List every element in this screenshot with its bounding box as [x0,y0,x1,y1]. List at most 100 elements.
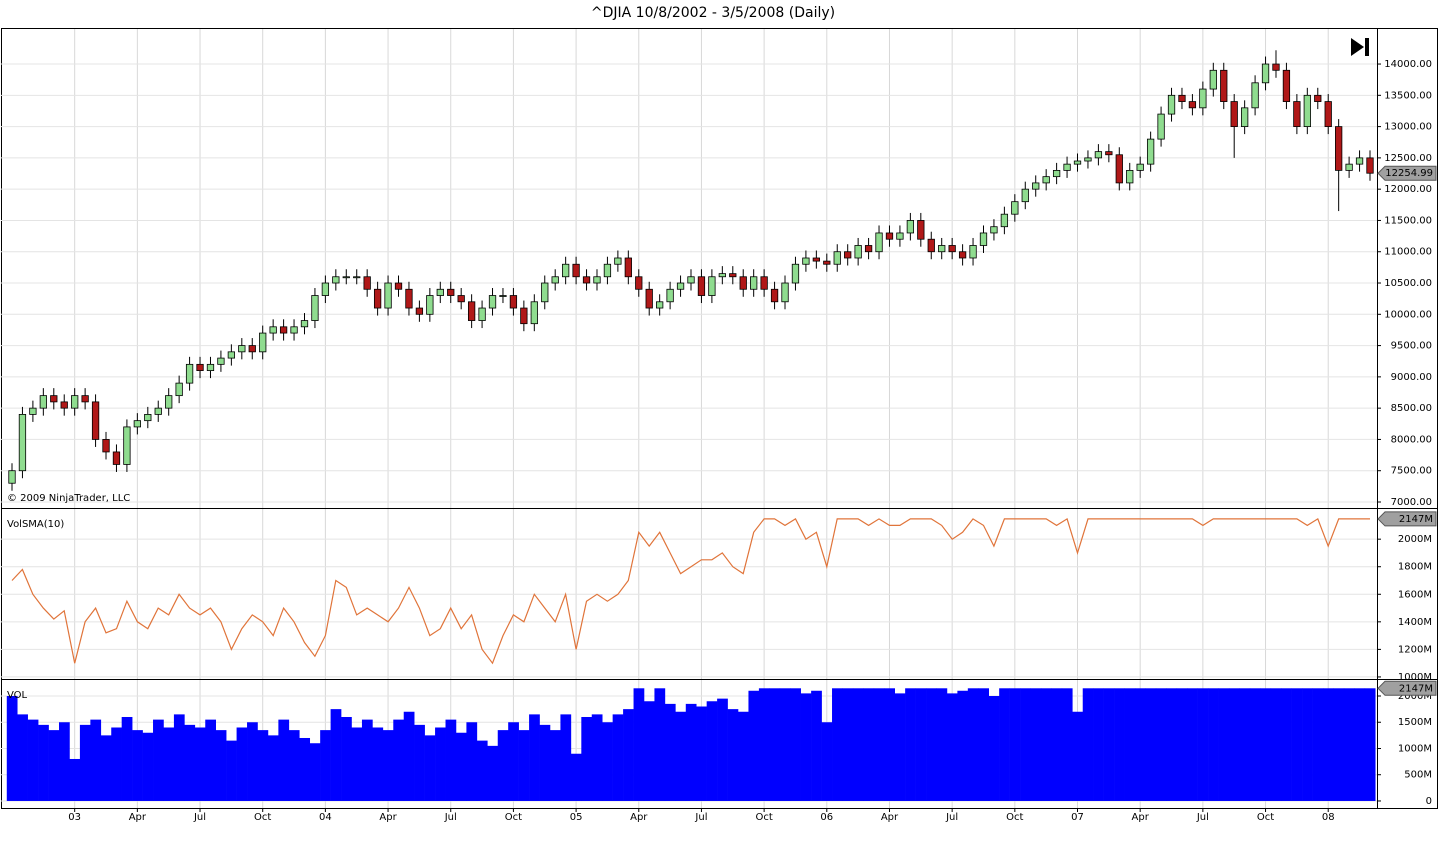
volume-bar [873,688,885,801]
volume-bar [48,730,60,801]
volume-bar [706,701,718,801]
volume-bar [1166,688,1178,801]
candle-body [123,426,131,465]
volume-bar [926,688,937,801]
candle-body [1115,154,1123,184]
x-tick-label: Jul [444,812,457,823]
y-tick-label: 10500.00 [1384,278,1432,289]
volume-bar [153,719,164,801]
volume-bar [1239,688,1251,801]
volume-bar [90,719,102,801]
candle-body [645,288,653,309]
x-tick-label: Oct [254,812,271,823]
go-to-end-button[interactable] [1351,38,1369,56]
x-tick-label: 08 [1322,812,1335,823]
candle-body [896,232,904,240]
volume-bar [393,719,405,801]
volume-bar [6,696,18,801]
y-tick-label: 0 [1426,796,1432,807]
volume-bar [1187,688,1198,801]
candle-body [1157,113,1165,140]
volume-bar [800,693,812,801]
candle-body [750,276,758,290]
volume-bar [779,688,791,801]
candle-body [311,295,319,321]
y-tick-label: 1500M [1398,717,1432,728]
candle-body [467,301,476,321]
last-value-marker [1377,511,1437,527]
candle-body [572,263,580,278]
frame [1,28,1438,809]
candle-body [1261,63,1270,84]
candle-body [1105,151,1113,156]
volsma-line [11,517,1370,665]
candle-body [979,232,988,246]
candle-body [1355,157,1364,165]
volume-bar [790,688,801,801]
volume-bar [132,730,143,801]
volume-bar [1312,688,1324,801]
candle-body [687,276,695,284]
volume-bar [1364,688,1376,801]
candle-body [394,282,403,290]
candle-body [990,226,998,234]
volume-bar [1145,688,1157,801]
candle-body [1282,69,1291,102]
x-tick-label: Oct [505,812,522,823]
volume-bar [957,690,969,801]
volume-bar [351,727,363,801]
play-icon-bar[interactable] [1365,38,1369,56]
candle-body [530,301,538,325]
volume-bar [121,716,133,801]
candle-body [1293,101,1301,128]
candle-body [624,257,632,278]
last-value-label: 2147M [1399,514,1433,525]
y-tick-label: 13000.00 [1384,122,1432,133]
candle-body [269,326,277,334]
candle-body [708,276,716,296]
y-tick-label: 2000M [1398,534,1432,545]
volume-bar [69,758,81,801]
volume-bar [299,737,311,801]
play-icon[interactable] [1351,38,1364,56]
candle-body [1303,94,1311,128]
volume-bar [497,730,509,801]
volume-bar [476,740,488,801]
volume-bar [612,714,624,801]
volume-bar [27,719,39,801]
volume-bar [1270,688,1282,801]
y-tick-label: 1200M [1398,644,1432,655]
candle-body [29,407,37,415]
x-tick-label: Apr [881,812,899,823]
candle-body [718,273,726,278]
candle-body [875,232,883,253]
candle-body [165,395,173,409]
volume-bar [758,688,770,801]
candle-body [927,238,935,253]
y-tick-label: 14000.00 [1384,59,1432,70]
candle-body [854,245,862,259]
volume-bar [1124,688,1136,801]
volume-bar [205,719,216,801]
volume-bar [1333,688,1345,801]
candle-body [185,363,194,384]
x-tick-label: Oct [755,812,772,823]
volume-bar [1155,688,1167,801]
candle-body [81,395,89,403]
candle-body [91,401,100,440]
x-tick-label: Oct [1257,812,1274,823]
volume-bar [1093,688,1104,801]
y-tick-label: 12000.00 [1384,184,1432,195]
candle-body [666,288,674,303]
volume-bar [832,688,843,801]
candle-body [938,245,946,253]
volume-bar [267,735,279,801]
y-tick-label: 10000.00 [1384,309,1432,320]
candle-body [1230,101,1238,128]
candle-body [562,263,570,278]
candle-body [1220,69,1228,102]
volume-bar [288,730,300,801]
volume-bar [173,714,185,801]
candle-body [593,276,601,284]
volume-bar [1322,688,1334,801]
